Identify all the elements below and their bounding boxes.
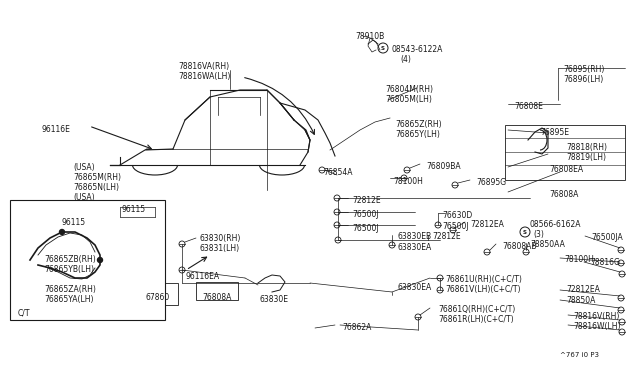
Text: 63830(RH): 63830(RH) — [200, 234, 241, 243]
Text: 78818(RH): 78818(RH) — [566, 143, 607, 152]
Text: 78100H: 78100H — [393, 177, 423, 186]
Circle shape — [60, 230, 65, 234]
Text: 78910B: 78910B — [355, 32, 384, 41]
Text: 76500J: 76500J — [352, 210, 379, 219]
Text: 63830E: 63830E — [260, 295, 289, 304]
Text: 78819(LH): 78819(LH) — [566, 153, 606, 162]
Text: 76896(LH): 76896(LH) — [563, 75, 604, 84]
Text: 76895G: 76895G — [476, 178, 506, 187]
Text: 78816WA(LH): 78816WA(LH) — [178, 72, 230, 81]
Text: 63831(LH): 63831(LH) — [200, 244, 240, 253]
Text: ^767 i0 P3: ^767 i0 P3 — [560, 352, 599, 358]
Text: 76805M(LH): 76805M(LH) — [385, 95, 432, 104]
Text: 76808A: 76808A — [202, 293, 232, 302]
Text: (USA): (USA) — [73, 193, 95, 202]
Text: S: S — [381, 45, 385, 51]
Text: 76895(RH): 76895(RH) — [563, 65, 604, 74]
Text: 72812E: 72812E — [432, 232, 461, 241]
Text: 72812EA: 72812EA — [566, 285, 600, 294]
Text: 08566-6162A: 08566-6162A — [530, 220, 582, 229]
Text: 76861Q(RH)(C+C/T): 76861Q(RH)(C+C/T) — [438, 305, 515, 314]
Text: 76865ZB(RH): 76865ZB(RH) — [44, 255, 96, 264]
Text: 76854A: 76854A — [323, 168, 353, 177]
Text: 76865M(RH): 76865M(RH) — [73, 173, 121, 182]
Circle shape — [97, 257, 102, 263]
Text: 78100H: 78100H — [564, 255, 594, 264]
Text: S: S — [523, 230, 527, 234]
Text: (4): (4) — [400, 55, 411, 64]
Text: 78816V(RH): 78816V(RH) — [573, 312, 620, 321]
Text: 76808E: 76808E — [514, 102, 543, 111]
Text: 78816W(LH): 78816W(LH) — [573, 322, 621, 331]
Text: 96116EA: 96116EA — [186, 272, 220, 281]
Text: (3): (3) — [533, 230, 544, 239]
Text: 63830EA: 63830EA — [398, 283, 432, 292]
Bar — [196, 282, 238, 300]
Text: 76861R(LH)(C+C/T): 76861R(LH)(C+C/T) — [438, 315, 514, 324]
Text: 76808AB: 76808AB — [502, 242, 536, 251]
Text: 67860: 67860 — [146, 293, 170, 302]
Text: 76865Z(RH): 76865Z(RH) — [395, 120, 442, 129]
Text: 96116E: 96116E — [42, 125, 71, 134]
Text: 76808EA: 76808EA — [549, 165, 583, 174]
Text: 96115: 96115 — [62, 218, 86, 227]
Text: 76862A: 76862A — [342, 323, 371, 332]
Text: 76861U(RH)(C+C/T): 76861U(RH)(C+C/T) — [445, 275, 522, 284]
Text: 76500J: 76500J — [442, 222, 468, 231]
Text: (USA): (USA) — [73, 163, 95, 172]
Text: 76804M(RH): 76804M(RH) — [385, 85, 433, 94]
Text: 76895E: 76895E — [540, 128, 569, 137]
Text: 08543-6122A: 08543-6122A — [392, 45, 444, 54]
Text: 76809BA: 76809BA — [426, 162, 461, 171]
Text: 78850A: 78850A — [566, 296, 595, 305]
Text: 76865Y(LH): 76865Y(LH) — [395, 130, 440, 139]
Text: 76630D: 76630D — [442, 211, 472, 220]
Text: 78816G: 78816G — [590, 258, 620, 267]
Text: C/T: C/T — [18, 308, 31, 317]
Text: 76865YA(LH): 76865YA(LH) — [44, 295, 93, 304]
Text: 76808A: 76808A — [549, 190, 579, 199]
Text: 76500JA: 76500JA — [591, 233, 623, 242]
Text: 78850AA: 78850AA — [530, 240, 565, 249]
Text: 76865YB(LH): 76865YB(LH) — [44, 265, 94, 274]
Text: 72812E: 72812E — [352, 196, 381, 205]
Bar — [10, 200, 165, 320]
Text: 72812EA: 72812EA — [470, 220, 504, 229]
Text: 76865N(LH): 76865N(LH) — [73, 183, 119, 192]
Text: 76861V(LH)(C+C/T): 76861V(LH)(C+C/T) — [445, 285, 520, 294]
Text: 96115: 96115 — [121, 205, 145, 214]
Text: 78816VA(RH): 78816VA(RH) — [178, 62, 229, 71]
Text: 63830EB: 63830EB — [398, 232, 432, 241]
Text: 63830EA: 63830EA — [398, 243, 432, 252]
Bar — [505, 125, 625, 180]
Text: 76500J: 76500J — [352, 224, 379, 233]
Text: 76865ZA(RH): 76865ZA(RH) — [44, 285, 96, 294]
Bar — [148, 283, 178, 305]
